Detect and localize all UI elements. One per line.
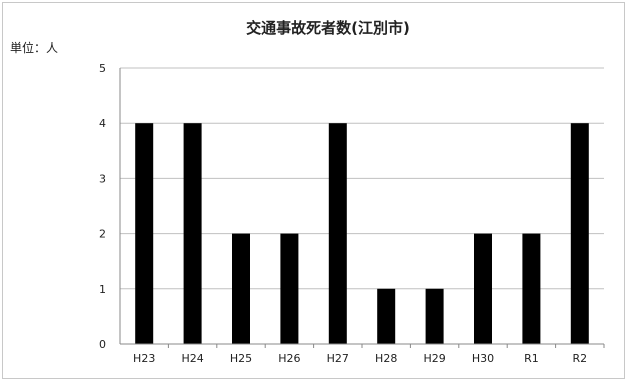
- y-tick-label: 1: [99, 283, 106, 296]
- x-tick-labels: H23 H24 H25 H26 H27 H28 H29 H30 R1 R2: [133, 352, 587, 365]
- y-tick-label: 2: [99, 228, 106, 241]
- bar: [570, 123, 589, 344]
- x-tick-label: H23: [133, 352, 155, 365]
- x-tick-label: H28: [375, 352, 397, 365]
- bar: [474, 233, 492, 344]
- bar: [377, 288, 396, 344]
- bar: [183, 123, 202, 344]
- x-tick-label: R1: [524, 352, 539, 365]
- bar: [135, 123, 154, 344]
- y-tick-labels: 0 1 2 3 4 5: [99, 62, 106, 351]
- bar: [328, 123, 347, 344]
- y-tick-label: 4: [99, 117, 106, 130]
- x-tick-label: H30: [472, 352, 494, 365]
- chart-title: 交通事故死者数(江別市): [246, 19, 410, 37]
- x-tick-label: H25: [230, 352, 252, 365]
- bar-chart: 交通事故死者数(江別市) 単位：人 0 1 2 3 4 5 H23 H24 H25 H26 H27…: [10, 19, 605, 365]
- x-tick-label: R2: [572, 352, 587, 365]
- y-tick-label: 0: [99, 338, 106, 351]
- bars: [135, 123, 589, 344]
- y-tick-label: 5: [99, 62, 106, 75]
- x-tick-label: H27: [327, 352, 349, 365]
- bar: [232, 233, 250, 344]
- unit-label: 単位：人: [10, 40, 58, 55]
- x-tick-label: H26: [278, 352, 300, 365]
- x-tick-label: H29: [423, 352, 445, 365]
- chart-frame: 交通事故死者数(江別市) 単位：人 0 1 2 3 4 5 H23 H24 H25 H26 H27…: [2, 2, 625, 379]
- bar: [280, 233, 299, 344]
- bar: [522, 233, 541, 344]
- bar: [425, 288, 444, 344]
- y-tick-label: 3: [99, 172, 106, 185]
- x-tick-label: H24: [181, 352, 203, 365]
- axes: [119, 68, 605, 348]
